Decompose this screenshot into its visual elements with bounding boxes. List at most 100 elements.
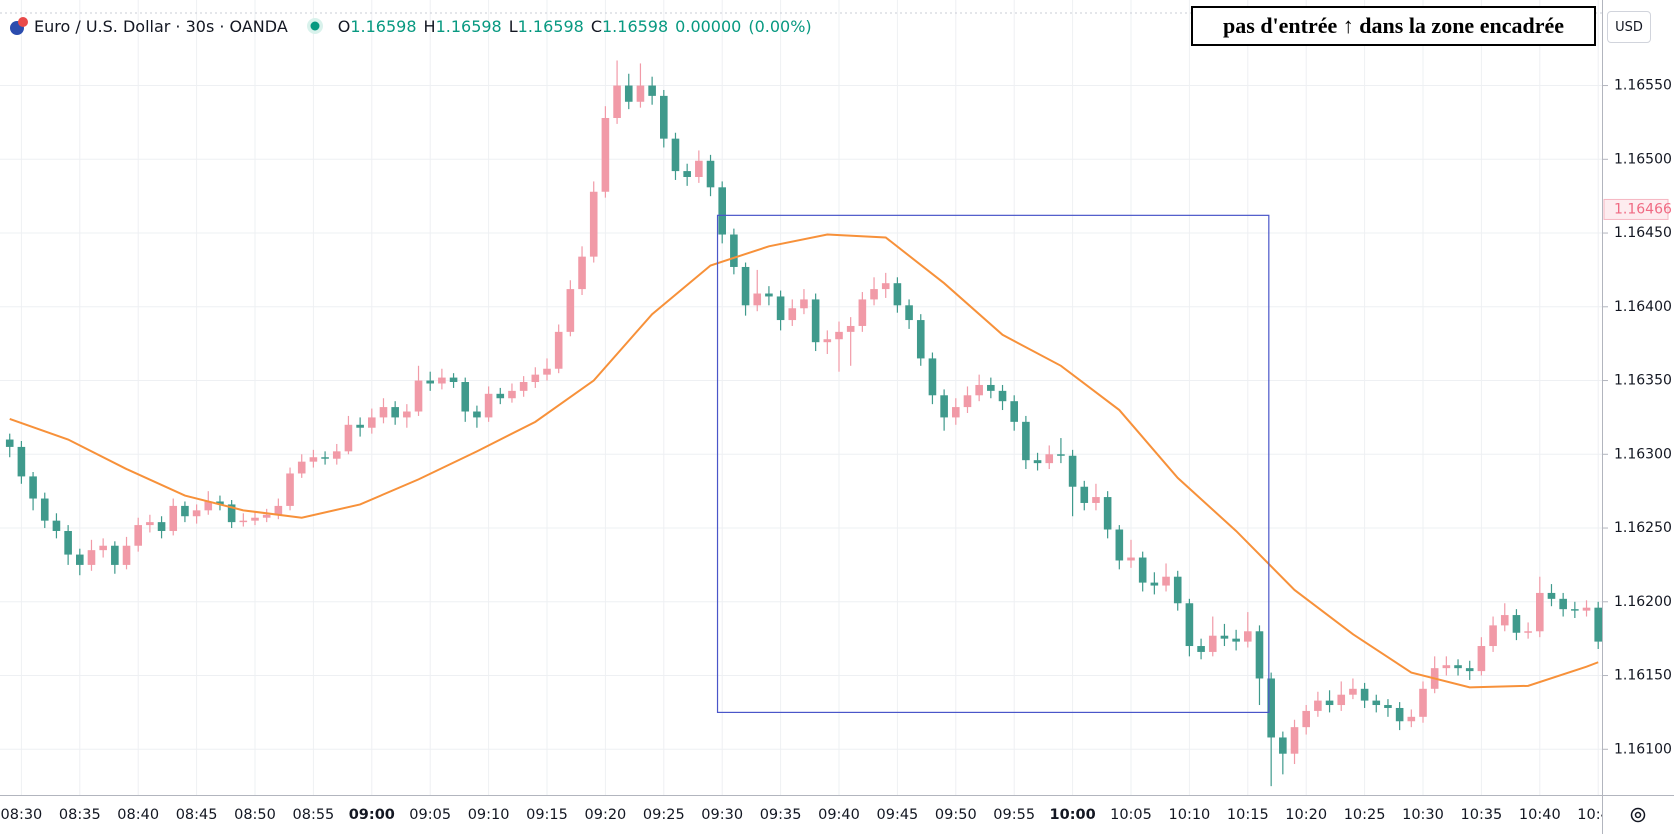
x-tick-label: 09:50 bbox=[935, 807, 977, 823]
x-tick-label: 09:45 bbox=[877, 807, 919, 823]
currency-label: USD bbox=[1615, 19, 1643, 35]
candle-body bbox=[800, 299, 808, 309]
candle-body bbox=[146, 522, 154, 526]
candle-body bbox=[823, 339, 832, 343]
candle-body bbox=[1302, 710, 1310, 728]
candle-body bbox=[192, 510, 201, 517]
candle-body bbox=[461, 382, 470, 412]
candle-body bbox=[111, 545, 119, 565]
x-tick-label: 08:45 bbox=[176, 807, 218, 823]
candle-body bbox=[788, 308, 797, 321]
candle-body bbox=[1314, 700, 1322, 711]
candle-body bbox=[181, 505, 189, 517]
gear-center bbox=[1634, 811, 1642, 819]
candle-body bbox=[566, 289, 575, 332]
price-label-bg bbox=[1603, 198, 1669, 220]
close-value: 1.16598 bbox=[602, 16, 669, 36]
candle-body bbox=[76, 554, 84, 565]
x-tick-label: 10:25 bbox=[1344, 807, 1386, 823]
candle-body bbox=[1173, 576, 1182, 604]
x-tick-label: 10:30 bbox=[1402, 807, 1444, 823]
y-tick-label: 1.16300 bbox=[1614, 446, 1672, 462]
candle-body bbox=[52, 520, 61, 531]
candle-body bbox=[286, 473, 294, 506]
y-tick-label: 1.16450 bbox=[1614, 225, 1672, 241]
y-tick-label: 1.16550 bbox=[1614, 78, 1672, 94]
candle-body bbox=[204, 501, 213, 511]
candle-body bbox=[940, 395, 948, 418]
candle-body bbox=[227, 504, 236, 523]
candle-body bbox=[1512, 615, 1521, 633]
candle-body bbox=[1267, 678, 1275, 738]
candle-body bbox=[1559, 598, 1567, 610]
candle-body bbox=[554, 331, 563, 369]
candle-body bbox=[706, 160, 715, 188]
status-dot bbox=[306, 18, 323, 34]
candle-body bbox=[1150, 582, 1159, 586]
candle-body bbox=[601, 117, 610, 192]
candle-body bbox=[216, 501, 224, 505]
candle-body bbox=[1290, 727, 1299, 754]
candle-body bbox=[1454, 665, 1462, 669]
candle-body bbox=[683, 171, 691, 177]
candle-body bbox=[1337, 694, 1346, 706]
candle-body bbox=[952, 407, 960, 418]
candle-body bbox=[379, 407, 388, 418]
low-value: 1.16598 bbox=[517, 16, 584, 36]
candle-body bbox=[870, 289, 878, 300]
x-tick-label: 10:45 bbox=[1577, 807, 1619, 823]
candle-body bbox=[1349, 688, 1357, 695]
candle-body bbox=[1547, 592, 1556, 599]
candle-body bbox=[648, 85, 656, 96]
candle-body bbox=[1045, 454, 1054, 464]
price-axis: 1.16100 1.16150 1.16200 1.16250 1.16300 1.163… bbox=[1603, 78, 1672, 757]
x-tick-label: 10:40 bbox=[1519, 807, 1561, 823]
candle-body bbox=[251, 517, 259, 521]
candle-body bbox=[1068, 455, 1077, 487]
candle-body bbox=[1536, 592, 1544, 632]
y-tick-label: 1.16200 bbox=[1614, 594, 1672, 610]
x-tick-label: 09:15 bbox=[526, 807, 568, 823]
low-label: L bbox=[508, 16, 518, 36]
time-axis: 08:30 08:35 08:40 08:45 08:50 08:55 09:00 09:05… bbox=[1, 807, 1619, 823]
open-value: 1.16598 bbox=[350, 16, 417, 36]
candle-body bbox=[356, 424, 364, 428]
symbol-icon bbox=[10, 17, 28, 35]
x-tick-label: 09:25 bbox=[643, 807, 685, 823]
candle-body bbox=[636, 85, 645, 102]
candle-body bbox=[1010, 401, 1018, 422]
candle-body bbox=[332, 451, 341, 459]
candle-body bbox=[1524, 631, 1532, 633]
candle-body bbox=[87, 550, 96, 565]
candle-body bbox=[741, 266, 750, 306]
candle-body bbox=[391, 407, 399, 418]
candle-body bbox=[1279, 737, 1287, 754]
candle-body bbox=[1220, 635, 1229, 639]
candle-body bbox=[368, 417, 376, 428]
symbol-header: Euro / U.S. Dollar · 30s · OANDA O 1.1659… bbox=[8, 14, 819, 38]
candle-body bbox=[99, 545, 107, 551]
x-tick-label: 10:00 bbox=[1050, 807, 1096, 823]
candle-body bbox=[811, 299, 820, 343]
candle-body bbox=[157, 522, 166, 531]
symbol-name: Euro / U.S. Dollar · 30s · OANDA bbox=[34, 16, 288, 36]
y-tick-label: 1.16400 bbox=[1614, 299, 1672, 315]
annotation-text: pas d'entrée ↑ dans la zone encadrée bbox=[1223, 13, 1564, 38]
candle-body bbox=[239, 520, 248, 523]
candle-body bbox=[1057, 454, 1065, 456]
currency-button[interactable]: USD bbox=[1607, 11, 1651, 43]
high-label: H bbox=[423, 16, 436, 36]
candle-body bbox=[64, 530, 72, 555]
x-tick-label: 10:20 bbox=[1285, 807, 1327, 823]
candle-body bbox=[1103, 497, 1112, 530]
candle-body bbox=[484, 393, 493, 418]
settings-icon[interactable] bbox=[1630, 807, 1646, 823]
candle-body bbox=[776, 296, 785, 321]
x-tick-label: 10:05 bbox=[1110, 807, 1152, 823]
candle-body bbox=[1092, 497, 1100, 503]
candle-body bbox=[531, 374, 540, 383]
candle-body bbox=[1208, 635, 1217, 652]
x-tick-label: 08:50 bbox=[234, 807, 276, 823]
candle-body bbox=[519, 382, 528, 391]
